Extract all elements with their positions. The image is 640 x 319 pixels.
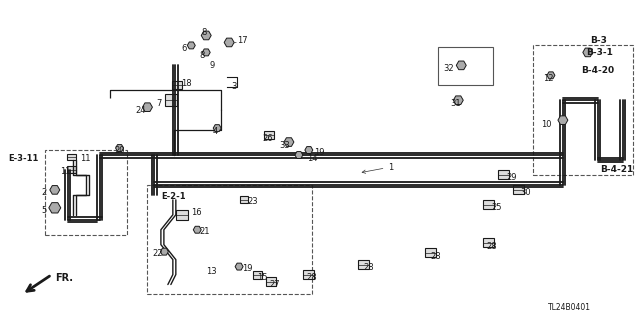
Text: B-4-20: B-4-20: [581, 66, 614, 75]
Text: 19: 19: [314, 147, 324, 157]
Text: 5: 5: [42, 206, 47, 215]
Bar: [266, 277, 276, 286]
Text: 28: 28: [430, 252, 441, 261]
Polygon shape: [224, 38, 234, 47]
Bar: [438, 48, 493, 85]
Polygon shape: [49, 203, 61, 213]
Text: 20: 20: [115, 145, 125, 154]
Text: E-3-11: E-3-11: [8, 153, 38, 162]
Polygon shape: [558, 116, 568, 124]
Bar: [67, 153, 76, 160]
Bar: [67, 167, 76, 174]
Polygon shape: [305, 147, 313, 153]
Bar: [533, 45, 632, 175]
Text: 31: 31: [451, 99, 461, 108]
Text: 18: 18: [181, 79, 192, 88]
Text: 14: 14: [307, 153, 317, 162]
Bar: [498, 170, 509, 179]
Polygon shape: [50, 186, 60, 194]
Polygon shape: [453, 96, 463, 105]
Text: 15: 15: [257, 273, 268, 282]
Text: 28: 28: [486, 242, 497, 251]
Text: 27: 27: [269, 280, 280, 289]
Bar: [483, 238, 493, 247]
Text: 23: 23: [247, 197, 258, 206]
Text: B-3: B-3: [590, 36, 607, 45]
Bar: [264, 131, 274, 139]
Bar: [45, 150, 127, 235]
Text: 13: 13: [206, 267, 217, 276]
Polygon shape: [193, 226, 201, 233]
Text: 24: 24: [136, 106, 146, 115]
Text: 1: 1: [388, 163, 394, 173]
Bar: [513, 185, 524, 194]
Text: 17: 17: [237, 36, 248, 45]
Text: 10: 10: [541, 120, 552, 129]
Polygon shape: [213, 125, 221, 131]
Text: 25: 25: [491, 203, 502, 212]
Text: 28: 28: [307, 273, 317, 282]
Text: 2: 2: [42, 189, 47, 197]
Polygon shape: [284, 138, 294, 146]
Text: 32: 32: [444, 64, 454, 73]
Bar: [425, 248, 436, 257]
Bar: [240, 197, 248, 203]
Text: 6: 6: [181, 44, 187, 53]
Polygon shape: [201, 31, 211, 40]
Text: 21: 21: [199, 227, 210, 236]
Text: 11: 11: [80, 153, 90, 162]
Text: 28: 28: [364, 263, 374, 272]
Polygon shape: [456, 61, 467, 70]
Bar: [177, 210, 188, 220]
Bar: [483, 200, 493, 209]
Bar: [358, 260, 369, 269]
Text: FR.: FR.: [55, 272, 73, 283]
Text: 8: 8: [201, 28, 207, 37]
Text: E-2-1: E-2-1: [161, 192, 186, 201]
Polygon shape: [583, 48, 593, 57]
Polygon shape: [235, 263, 243, 270]
Polygon shape: [161, 248, 168, 255]
Text: 16: 16: [191, 208, 202, 217]
Text: B-4-21: B-4-21: [600, 166, 633, 174]
Text: 3: 3: [231, 82, 237, 91]
Text: 4: 4: [212, 127, 218, 136]
Text: 11: 11: [60, 167, 70, 176]
Polygon shape: [116, 145, 124, 152]
Text: 12: 12: [543, 74, 554, 83]
Text: B-3-1: B-3-1: [586, 48, 612, 57]
Polygon shape: [295, 152, 303, 159]
Text: 7: 7: [156, 99, 162, 108]
Polygon shape: [188, 42, 195, 49]
Text: 9: 9: [209, 61, 214, 70]
Text: TL24B0401: TL24B0401: [548, 303, 591, 312]
Text: 29: 29: [506, 174, 516, 182]
Bar: [303, 270, 314, 279]
Bar: [253, 271, 262, 278]
Bar: [147, 185, 312, 294]
Polygon shape: [202, 49, 210, 56]
Bar: [165, 94, 177, 106]
Text: 33: 33: [279, 141, 290, 150]
Text: 26: 26: [262, 134, 273, 143]
Text: 19: 19: [242, 264, 253, 273]
Bar: [172, 81, 182, 89]
Text: 8: 8: [199, 51, 205, 60]
Polygon shape: [143, 103, 152, 112]
Text: 22: 22: [152, 249, 163, 258]
Polygon shape: [547, 72, 555, 79]
Text: 30: 30: [520, 189, 531, 197]
